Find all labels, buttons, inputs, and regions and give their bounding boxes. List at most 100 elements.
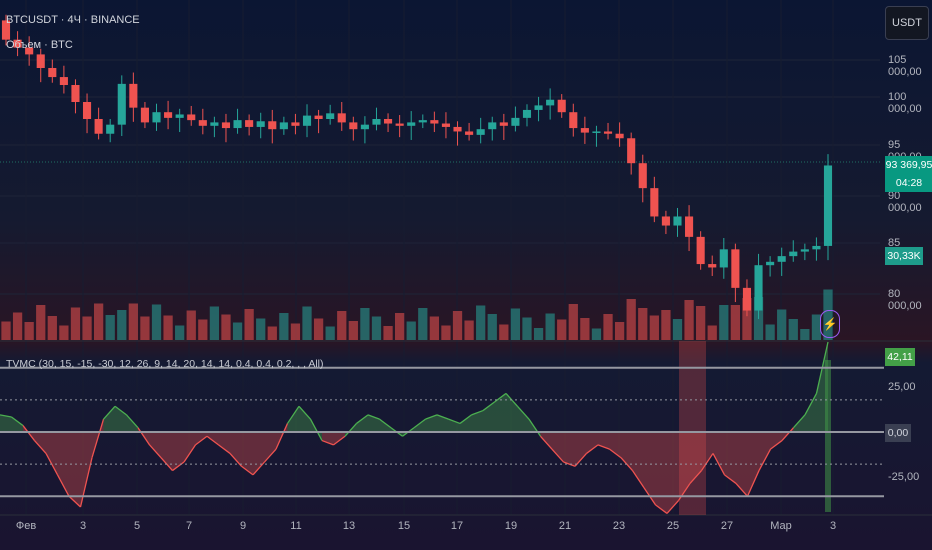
indicator-area <box>92 419 104 458</box>
price-tick: 100 000,00 <box>888 91 922 115</box>
candle-body <box>800 249 809 252</box>
indicator-line <box>689 470 702 484</box>
indicator-area <box>770 432 782 450</box>
indicator-area <box>161 432 173 471</box>
volume-bar <box>383 326 393 340</box>
candle-body <box>557 99 566 113</box>
indicator-line <box>631 470 645 489</box>
time-axis-label: 17 <box>450 520 464 532</box>
candle-body <box>696 236 705 265</box>
currency-button[interactable]: USDT <box>885 6 929 40</box>
volume-bar <box>788 319 798 340</box>
volume-bar <box>198 319 208 340</box>
lightning-icon[interactable]: ⚡ <box>820 310 840 338</box>
candle-body <box>279 122 288 130</box>
candle-body <box>569 112 578 129</box>
indicator-area <box>368 414 380 432</box>
candle-body <box>522 109 532 118</box>
indicator-line <box>597 444 610 450</box>
indicator-area <box>218 432 230 454</box>
time-axis-label: 27 <box>720 520 734 532</box>
indicator-line <box>563 461 576 467</box>
volume-bar <box>545 313 555 340</box>
candle-body <box>777 256 786 262</box>
indicator-area <box>598 432 610 450</box>
volume-bar <box>302 306 312 340</box>
volume-bar <box>522 317 532 340</box>
volume-bar <box>730 305 741 340</box>
candle-body <box>326 113 335 119</box>
indicator-area <box>563 432 575 467</box>
volume-bar <box>24 322 34 340</box>
indicator-line <box>11 416 24 427</box>
volume-bar <box>12 312 23 340</box>
volume-bar <box>476 305 486 340</box>
volume-bar <box>661 310 671 340</box>
indicator-line <box>413 418 426 429</box>
volume-bar <box>151 304 162 340</box>
candle-body <box>708 264 717 268</box>
candle-body <box>430 120 439 124</box>
candle-body <box>13 39 22 48</box>
indicator-area <box>126 414 138 432</box>
volume-legend[interactable]: Объем · BTC <box>6 39 73 51</box>
time-axis-label: 13 <box>342 520 356 532</box>
indicator-line <box>482 401 495 412</box>
volume-bar <box>719 305 729 340</box>
indicator-line <box>309 418 323 441</box>
candle-body <box>94 119 103 134</box>
indicator-area <box>517 406 529 432</box>
volume-bar <box>638 308 648 340</box>
current-price-label: 93 369,95 <box>885 156 932 174</box>
volume-bar <box>533 328 544 340</box>
indicator-line <box>677 483 691 501</box>
volume-bar <box>82 316 92 340</box>
candle-body <box>476 129 485 135</box>
candle-body <box>719 249 728 268</box>
candle-body <box>106 124 115 134</box>
grid-lines <box>0 0 932 516</box>
candle-body <box>742 287 752 311</box>
candle-body <box>603 131 613 134</box>
indicator-line <box>298 405 311 420</box>
indicator-line <box>459 414 472 424</box>
volume-bar <box>800 329 810 340</box>
candle-body <box>511 117 520 126</box>
candle-body <box>71 85 80 102</box>
volume-bar <box>765 324 775 340</box>
candle-body <box>766 261 775 266</box>
indicator-area <box>621 432 633 471</box>
indicator-line <box>195 435 208 446</box>
time-axis-label: 19 <box>504 520 518 532</box>
candle-body <box>372 119 381 125</box>
indicator-area <box>34 432 46 454</box>
indicator-tick: -25,00 <box>888 471 920 483</box>
time-axis-label: 3 <box>79 520 87 532</box>
indicator-area <box>46 432 58 475</box>
indicator-area <box>414 419 426 432</box>
indicator-line <box>218 444 231 454</box>
volume-bar <box>93 303 104 340</box>
indicator-area <box>379 419 391 432</box>
indicator-legend[interactable]: TVMC (30, 15, -15, -30, 12, 26, 9, 14, 2… <box>6 358 324 370</box>
indicator-line <box>517 405 530 420</box>
symbol-title[interactable]: BTCUSDT · 4Ч · BINANCE <box>6 14 140 26</box>
volume-bar <box>441 325 451 340</box>
indicator-area <box>103 406 115 432</box>
volume-bar <box>325 326 335 340</box>
indicator-area <box>540 432 552 450</box>
indicator-line <box>22 425 36 441</box>
candle-body <box>661 216 670 226</box>
volume-bar <box>487 314 497 340</box>
indicator-area <box>69 432 81 507</box>
indicator-line <box>804 393 818 416</box>
candle-body <box>314 115 323 119</box>
candle-body <box>615 133 624 139</box>
volume-bar <box>36 305 46 340</box>
indicator-line <box>206 435 219 446</box>
indicator-line <box>0 414 12 418</box>
indicator-line <box>655 504 668 514</box>
indicator-line <box>321 439 334 446</box>
indicator-area <box>264 432 276 462</box>
